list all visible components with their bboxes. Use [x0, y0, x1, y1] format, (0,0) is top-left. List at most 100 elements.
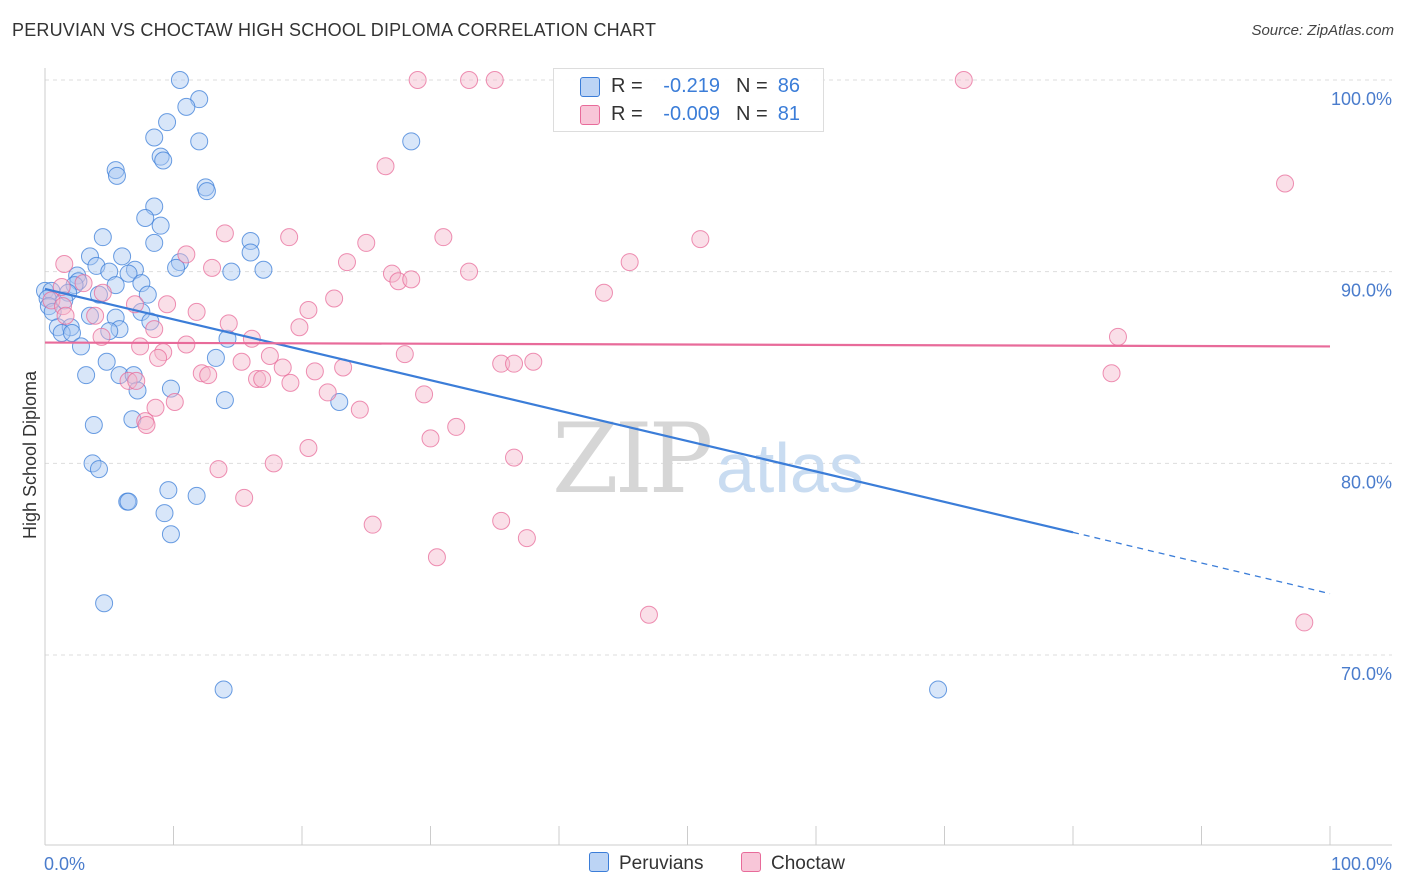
choctaw-point: [485, 71, 504, 89]
peruvians-point: [187, 486, 206, 505]
peruvians-point: [138, 285, 157, 304]
peruvians-point: [161, 379, 180, 398]
choctaw-point: [1102, 364, 1121, 383]
peruvians-point: [84, 416, 103, 434]
peruvians-point: [113, 247, 132, 266]
peruvians-point: [80, 247, 99, 266]
choctaw-point: [415, 385, 434, 404]
legend-n-label: N =: [736, 75, 768, 97]
choctaw-point: [447, 417, 466, 436]
peruvians-point: [254, 260, 273, 279]
choctaw-point: [402, 270, 421, 289]
choctaw-point: [215, 224, 234, 243]
peruvians-point: [170, 71, 189, 89]
choctaw-point: [86, 306, 105, 325]
choctaw-point: [280, 228, 299, 247]
choctaw-point: [524, 352, 543, 371]
peruvians-point: [71, 337, 90, 356]
peruvians-point: [215, 391, 234, 410]
trend-lines: [44, 287, 1331, 595]
peruvians-trend-extension: [1072, 531, 1331, 595]
choctaw-point: [325, 289, 344, 308]
legend-label-choctaw: Choctaw: [771, 853, 845, 874]
choctaw-point: [248, 370, 267, 388]
peruvians-point: [222, 262, 241, 281]
choctaw-point: [427, 548, 446, 567]
choctaw-point: [691, 230, 710, 249]
choctaw-point: [146, 398, 165, 417]
peruvians-point: [159, 481, 178, 500]
peruvians-trend-line: [44, 287, 1074, 534]
stats-legend: R = -0.219 N = 86 R = -0.009 N = 81: [553, 68, 824, 132]
peruvians-point: [119, 492, 138, 511]
choctaw-point: [187, 302, 206, 321]
tick-labels: 70.0% 80.0% 90.0% 100.0% 0.0% 100.0%: [44, 89, 1392, 874]
choctaw-point: [137, 416, 156, 434]
choctaw-point: [305, 362, 324, 381]
peruvians-point: [61, 318, 80, 337]
choctaw-point: [165, 393, 184, 411]
choctaw-point: [363, 515, 382, 534]
peruvians-point: [145, 128, 164, 147]
choctaw-point: [318, 383, 337, 402]
choctaw-point: [460, 262, 479, 281]
peruvians-point: [167, 258, 186, 277]
choctaw-point: [299, 301, 318, 319]
peruvians-point: [80, 306, 99, 325]
choctaw-point: [209, 460, 228, 479]
choctaw-point: [192, 364, 211, 383]
choctaw-point: [505, 354, 524, 373]
peruvians-point: [206, 348, 225, 367]
choctaw-point: [74, 274, 93, 293]
peruvians-point: [197, 182, 216, 201]
choctaw-point: [408, 71, 427, 89]
choctaw-point: [232, 352, 251, 371]
legend-r-label: R =: [611, 75, 643, 97]
choctaw-point: [92, 327, 111, 346]
choctaw-point: [131, 337, 150, 356]
peruvians-point: [161, 525, 180, 544]
x-tick-label-max: 100.0%: [1331, 854, 1392, 874]
series-choctaw: [42, 71, 1314, 632]
legend-r-label: R =: [611, 103, 643, 125]
peruvians-point: [158, 113, 177, 132]
y-tick-label: 100.0%: [1331, 89, 1392, 109]
choctaw-point: [395, 345, 414, 364]
legend-item-choctaw: Choctaw: [741, 852, 845, 875]
peruvians-point: [929, 680, 948, 699]
peruvians-point: [110, 366, 129, 385]
choctaw-point: [177, 335, 196, 354]
choctaw-point: [253, 370, 272, 388]
legend-label-peruvians: Peruvians: [619, 853, 704, 874]
choctaw-point: [1276, 174, 1295, 193]
peruvians-point: [95, 594, 114, 613]
choctaw-point: [505, 448, 524, 467]
peruvians-point: [214, 680, 233, 699]
peruvians-point: [155, 504, 174, 523]
legend-row-peruvians: R = -0.219 N = 86: [554, 73, 823, 101]
choctaw-point: [55, 255, 74, 273]
y-tick-label: 80.0%: [1341, 472, 1392, 492]
legend-swatch-blue: [580, 77, 600, 97]
watermark: ZIP atlas: [552, 403, 864, 515]
choctaw-point: [620, 253, 639, 272]
y-tick-label: 70.0%: [1341, 664, 1392, 684]
legend-swatch-pink: [580, 105, 600, 125]
y-tick-label: 90.0%: [1341, 281, 1392, 301]
choctaw-point: [145, 320, 164, 339]
legend-n-label: N =: [736, 103, 768, 125]
peruvians-point: [190, 132, 209, 151]
legend-n-value: 86: [777, 75, 800, 97]
choctaw-point: [492, 354, 511, 373]
choctaw-point: [219, 314, 238, 333]
choctaw-point: [954, 71, 973, 89]
legend-swatch-pink: [741, 852, 761, 872]
choctaw-point: [594, 283, 613, 302]
peruvians-point: [93, 228, 112, 247]
legend-swatch-blue: [589, 852, 609, 872]
choctaw-point: [1108, 327, 1127, 346]
choctaw-point: [177, 245, 196, 264]
peruvians-point: [241, 243, 260, 262]
peruvians-point: [330, 393, 349, 411]
legend-r-value: -0.219: [663, 75, 720, 97]
